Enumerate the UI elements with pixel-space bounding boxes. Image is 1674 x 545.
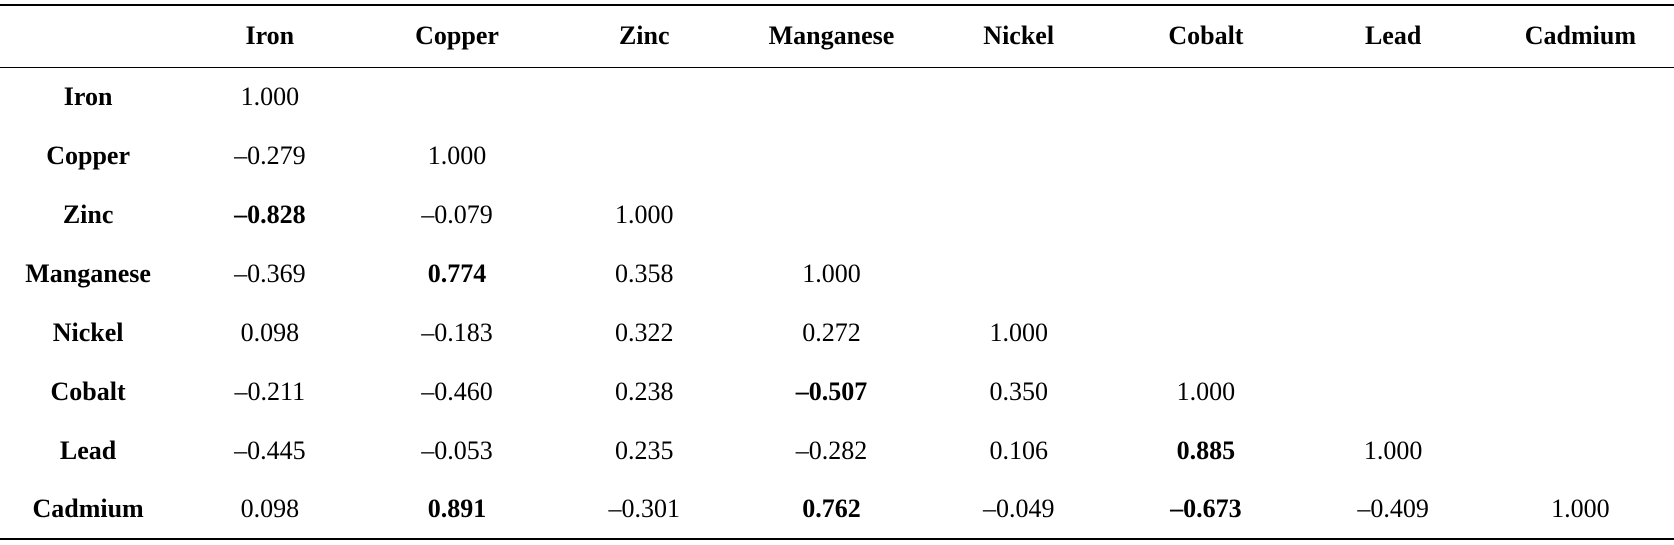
table-cell-significant: 0.762 bbox=[737, 480, 926, 540]
table-row: Nickel 0.098 –0.183 0.322 0.272 1.000 bbox=[0, 303, 1674, 362]
row-label: Lead bbox=[59, 435, 117, 465]
table-cell bbox=[1112, 185, 1299, 244]
table-cell: 0.322 bbox=[615, 317, 674, 347]
table-cell: 1.000 bbox=[615, 199, 674, 229]
table-cell: 0.358 bbox=[615, 258, 674, 288]
table-cell bbox=[925, 126, 1112, 185]
row-label: Copper bbox=[46, 140, 130, 170]
table-cell-significant: –0.507 bbox=[795, 376, 868, 406]
table-row: Manganese –0.369 0.774 0.358 1.000 bbox=[0, 244, 1674, 303]
table-cell: 1.000 bbox=[1486, 480, 1674, 540]
table-cell bbox=[1112, 67, 1299, 126]
table-cell: –0.279 bbox=[234, 140, 306, 170]
table-row: Cadmium 0.098 0.891 –0.301 0.762 –0.049 … bbox=[0, 480, 1674, 540]
table-cell bbox=[1487, 67, 1674, 126]
table-cell: 0.350 bbox=[989, 376, 1048, 406]
table-cell: 0.106 bbox=[989, 435, 1048, 465]
table-cell bbox=[738, 126, 925, 185]
row-label: Iron bbox=[63, 81, 113, 111]
table-cell bbox=[1112, 126, 1299, 185]
table-row: Iron 1.000 bbox=[0, 67, 1674, 126]
table-cell: 0.235 bbox=[615, 435, 674, 465]
table-cell: 1.000 bbox=[240, 81, 300, 111]
table-cell: –0.079 bbox=[421, 199, 493, 229]
table-cell bbox=[1300, 67, 1487, 126]
table-cell: 1.000 bbox=[427, 140, 487, 170]
header-corner bbox=[0, 4, 177, 68]
table-cell bbox=[738, 185, 925, 244]
table-cell-significant: 0.885 bbox=[1176, 435, 1236, 465]
table-cell bbox=[1300, 126, 1487, 185]
table-cell-significant: 0.891 bbox=[363, 480, 551, 540]
table-cell bbox=[1487, 185, 1674, 244]
header-row: Iron Copper Zinc Manganese Nickel Cobalt… bbox=[0, 4, 1674, 68]
row-label: Nickel bbox=[52, 317, 124, 347]
table-cell bbox=[363, 67, 550, 126]
table-cell: –0.460 bbox=[421, 376, 493, 406]
header-cobalt: Cobalt bbox=[1112, 4, 1300, 68]
table-cell bbox=[1487, 303, 1674, 362]
table-cell bbox=[1112, 303, 1299, 362]
header-cadmium: Cadmium bbox=[1486, 4, 1674, 68]
table-cell-significant: –0.673 bbox=[1112, 480, 1300, 540]
table-row: Cobalt –0.211 –0.460 0.238 –0.507 0.350 … bbox=[0, 362, 1674, 421]
table-cell: –0.409 bbox=[1299, 480, 1487, 540]
table-cell: 1.000 bbox=[802, 258, 861, 288]
table-cell: 1.000 bbox=[1176, 376, 1236, 406]
table-cell: 0.098 bbox=[176, 480, 364, 540]
table-cell bbox=[1300, 362, 1487, 421]
table-cell: –0.369 bbox=[234, 258, 306, 288]
table-cell bbox=[925, 244, 1112, 303]
header-copper: Copper bbox=[363, 4, 551, 68]
header-iron: Iron bbox=[176, 4, 364, 68]
correlation-table: Iron Copper Zinc Manganese Nickel Cobalt… bbox=[0, 4, 1674, 540]
table-cell bbox=[1112, 244, 1299, 303]
table-cell: 0.272 bbox=[802, 317, 861, 347]
table-cell bbox=[1487, 421, 1674, 480]
table-cell: –0.053 bbox=[421, 435, 493, 465]
table-row: Zinc –0.828 –0.079 1.000 bbox=[0, 185, 1674, 244]
table-cell bbox=[925, 67, 1112, 126]
table-cell-significant: 0.774 bbox=[427, 258, 487, 288]
table-cell: 0.098 bbox=[240, 317, 300, 347]
table-cell: –0.282 bbox=[795, 435, 868, 465]
table-cell bbox=[1487, 244, 1674, 303]
table-cell: –0.049 bbox=[925, 480, 1113, 540]
table-cell-significant: –0.828 bbox=[234, 199, 306, 229]
table-cell: –0.301 bbox=[550, 480, 738, 540]
row-label: Zinc bbox=[62, 199, 114, 229]
table-cell bbox=[551, 126, 738, 185]
table-cell: 0.238 bbox=[615, 376, 674, 406]
table-row: Copper –0.279 1.000 bbox=[0, 126, 1674, 185]
table-cell: –0.211 bbox=[234, 376, 306, 406]
table-cell: –0.183 bbox=[421, 317, 493, 347]
table-cell bbox=[1300, 185, 1487, 244]
table-cell: 1.000 bbox=[989, 317, 1048, 347]
row-label: Manganese bbox=[25, 258, 151, 288]
row-label: Cadmium bbox=[0, 480, 177, 540]
correlation-table-container: Iron Copper Zinc Manganese Nickel Cobalt… bbox=[0, 4, 1674, 540]
table-row: Lead –0.445 –0.053 0.235 –0.282 0.106 0.… bbox=[0, 421, 1674, 480]
header-manganese: Manganese bbox=[737, 4, 926, 68]
header-lead: Lead bbox=[1299, 4, 1487, 68]
header-nickel: Nickel bbox=[925, 4, 1113, 68]
table-cell: 1.000 bbox=[1363, 435, 1423, 465]
table-cell bbox=[738, 67, 925, 126]
table-cell bbox=[551, 67, 738, 126]
table-cell bbox=[1300, 303, 1487, 362]
table-cell: –0.445 bbox=[234, 435, 306, 465]
table-cell bbox=[1300, 244, 1487, 303]
table-cell bbox=[925, 185, 1112, 244]
header-zinc: Zinc bbox=[550, 4, 738, 68]
row-label: Cobalt bbox=[50, 376, 126, 406]
table-cell bbox=[1487, 126, 1674, 185]
table-cell bbox=[1487, 362, 1674, 421]
